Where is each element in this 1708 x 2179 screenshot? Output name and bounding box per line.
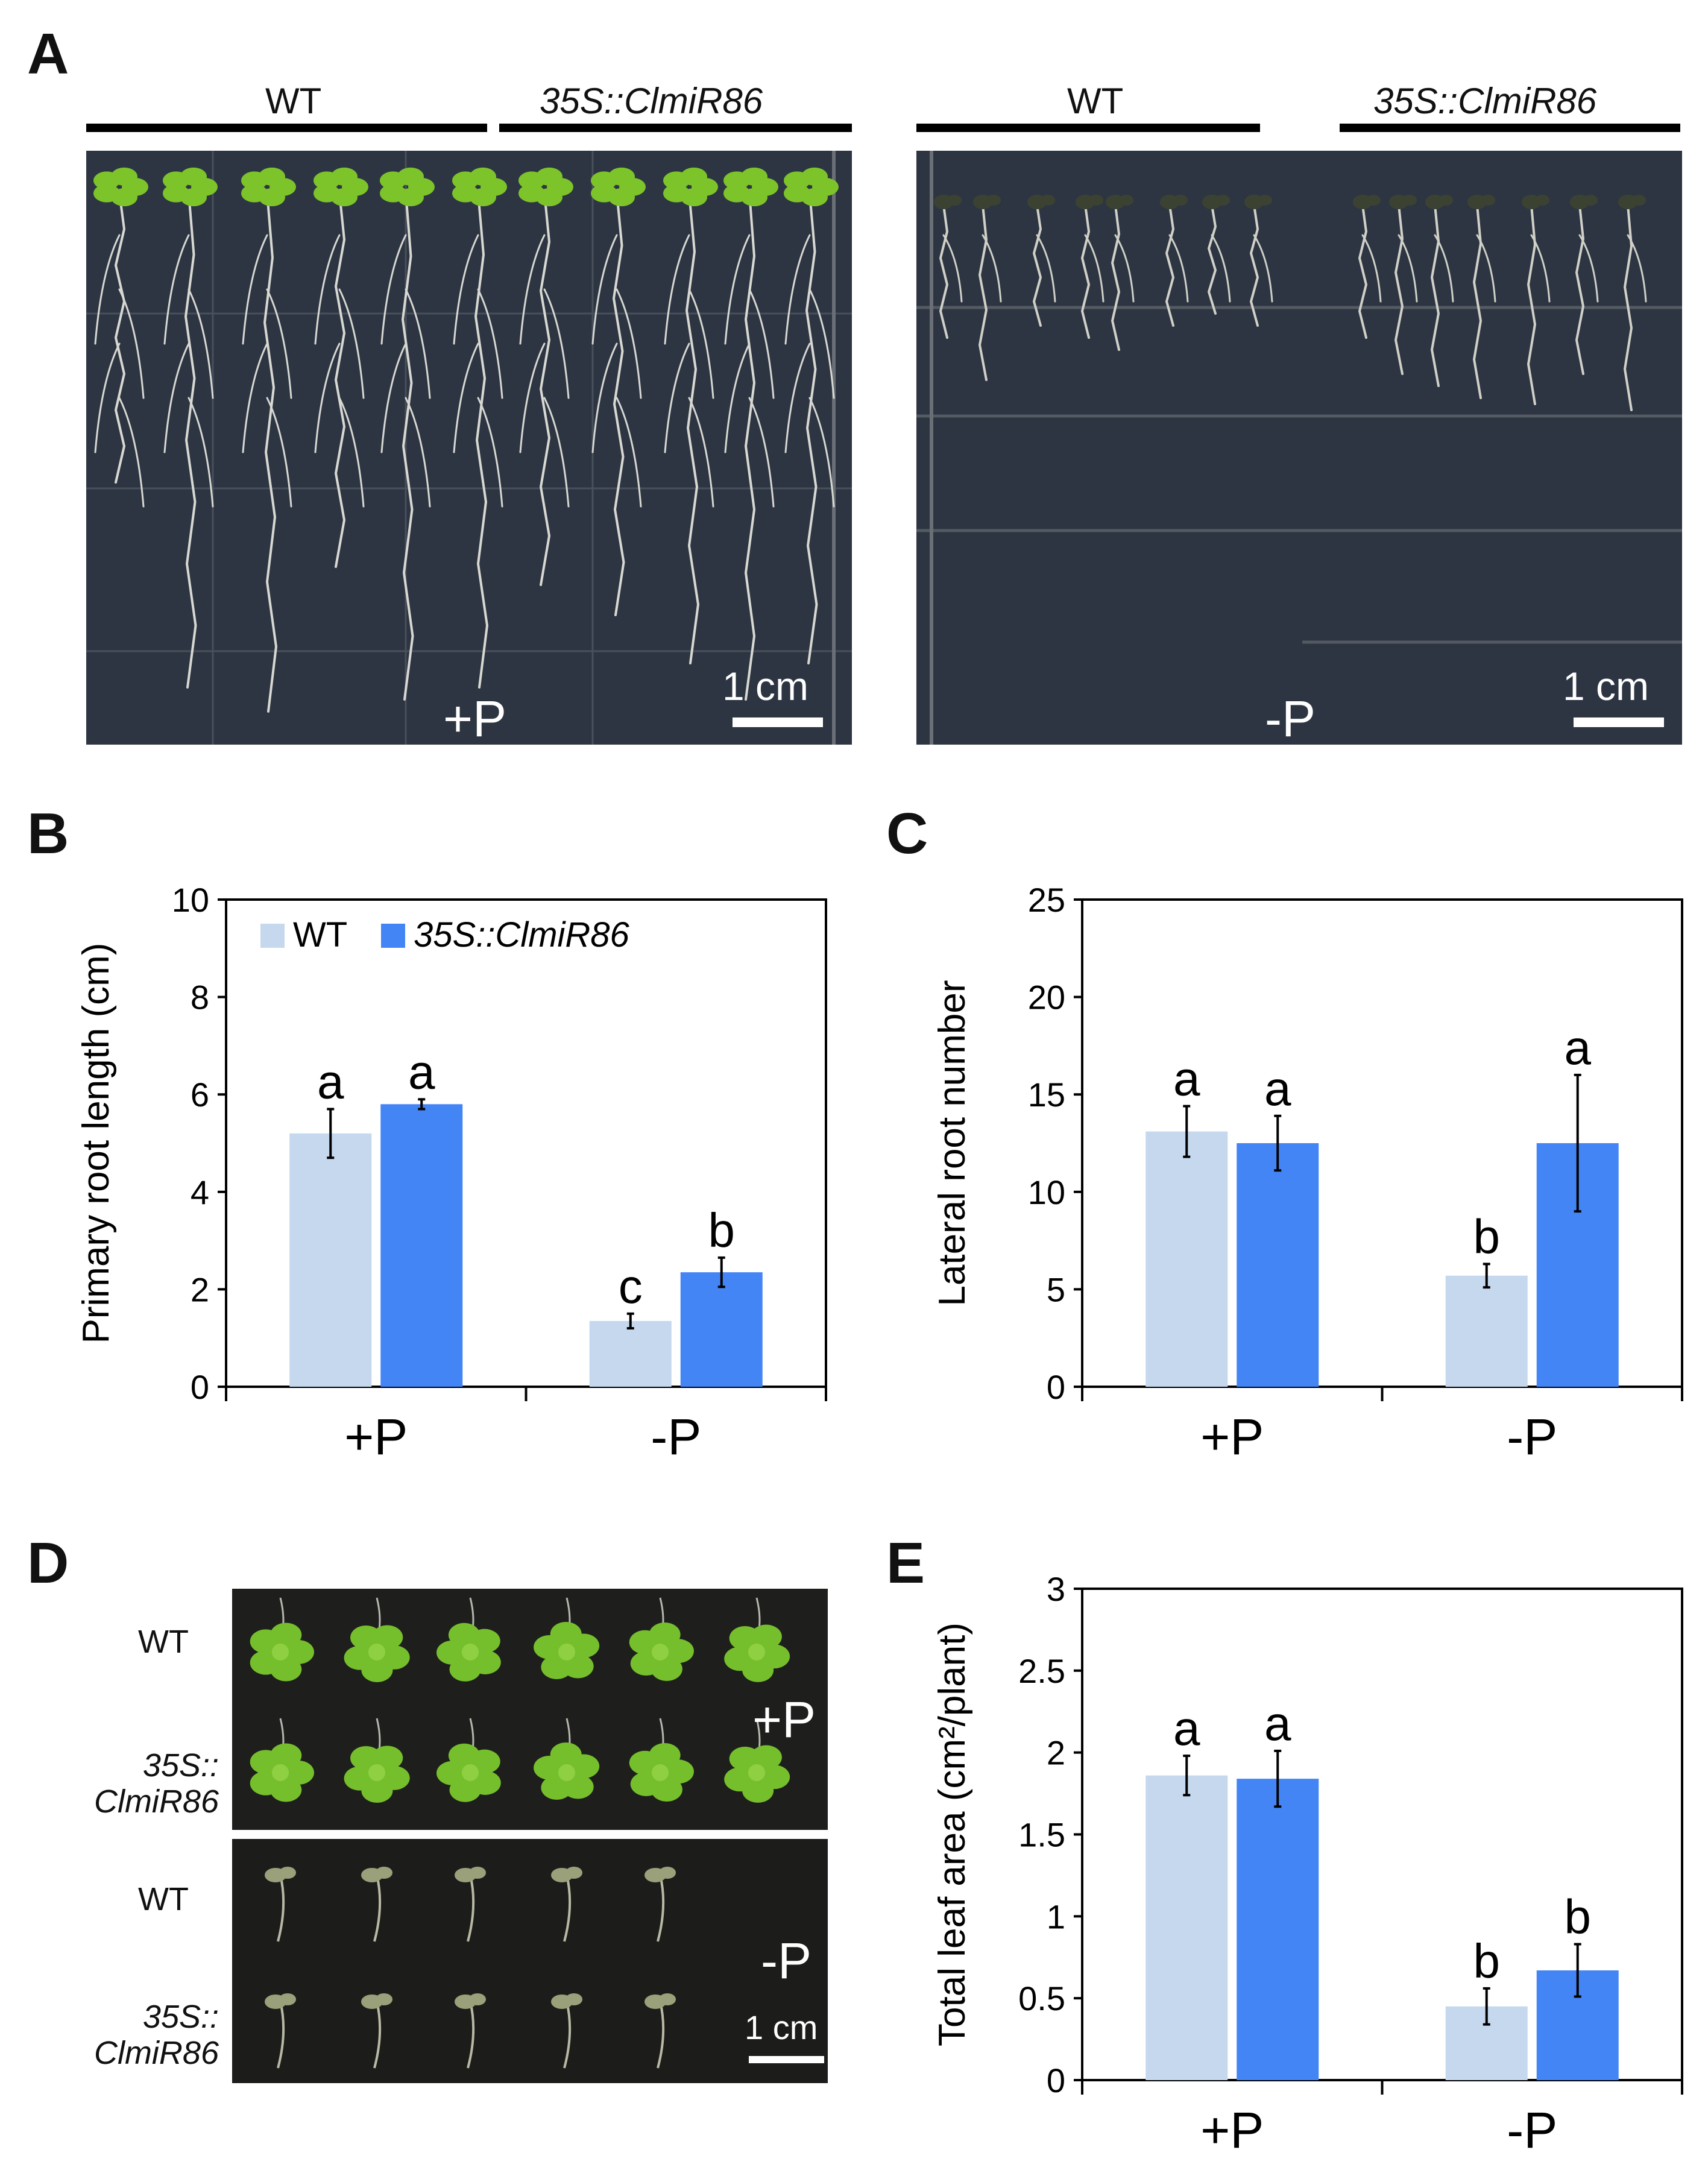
genotype-label-wt: WT (1067, 81, 1124, 121)
seedling-photo-plus-p (232, 1589, 828, 1830)
y-axis-label: Lateral root number (931, 980, 973, 1306)
row-label-wt-plus-p: WT (138, 1624, 189, 1660)
condition-label-minus-p: -P (1265, 690, 1316, 747)
bar (289, 1133, 372, 1387)
significance-letter: a (1264, 1697, 1291, 1750)
panel-letter-d: D (27, 1531, 69, 1595)
y-tick-label: 0.5 (1018, 1979, 1065, 2017)
y-tick-label: 0 (1047, 2061, 1065, 2099)
plate-image-plus-p (86, 151, 852, 745)
y-tick-label: 20 (1028, 979, 1065, 1017)
chart-lateral-root-number: 0 5 10 15 20 25 +P -P Lateral root number a a b a (931, 881, 1683, 1465)
significance-letter: b (1473, 1934, 1501, 1988)
significance-letter: b (708, 1203, 736, 1257)
y-tick-label: 6 (191, 1076, 209, 1114)
significance-letter: b (1565, 1890, 1592, 1944)
scale-bar-label: 1 cm (745, 2008, 818, 2046)
y-tick-label: 2 (1047, 1734, 1065, 1772)
significance-letter: a (1565, 1021, 1592, 1074)
y-tick-label: 4 (191, 1173, 209, 1211)
y-tick-label: 25 (1028, 881, 1065, 919)
genotype-bar-wt (86, 124, 487, 132)
genotype-bar-transgenic (499, 124, 852, 132)
condition-label-plus-p: +P (443, 690, 507, 747)
y-tick-label: 0 (191, 1368, 209, 1406)
plate-photo-minus-p (916, 151, 1682, 745)
bar (380, 1104, 463, 1387)
panel-letter-b: B (27, 801, 69, 866)
y-tick-label: 1 (1047, 1897, 1065, 1935)
x-tick-label: +P (344, 1408, 408, 1465)
y-tick-label: 10 (1028, 1173, 1065, 1211)
chart-primary-root-length: 0 2 4 6 8 10 +P -P Primary root length (cm) a a c b W… (75, 881, 827, 1465)
x-tick-label: +P (1200, 1408, 1264, 1465)
significance-letter: a (1264, 1062, 1291, 1115)
x-tick-label: -P (1507, 1408, 1557, 1465)
panel-letter-e: E (886, 1531, 925, 1595)
plate-photo-plus-p (86, 151, 852, 745)
y-tick-label: 8 (191, 979, 209, 1017)
significance-letter: c (619, 1260, 643, 1313)
legend-label: 35S::ClmiR86 (414, 915, 630, 954)
y-tick-label: 1.5 (1018, 1816, 1065, 1854)
seedling-image-minus-p (265, 1867, 676, 2069)
y-axis-label: Total leaf area (cm²/plant) (931, 1622, 973, 2046)
bar (680, 1272, 763, 1387)
y-tick-label: 3 (1047, 1570, 1065, 1608)
panel-letter-c: C (886, 801, 928, 866)
legend-swatch (381, 924, 405, 948)
scale-bar-label: 1 cm (722, 664, 809, 708)
genotype-bar-transgenic (1340, 124, 1680, 132)
seedling-photo-minus-p (232, 1839, 828, 2083)
chart-total-leaf-area: 0 0.5 1 1.5 2 2.5 3 +P -P Total leaf area (cm²/pl… (931, 1570, 1683, 2159)
scale-bar (749, 2056, 824, 2063)
y-tick-label: 10 (172, 881, 209, 919)
bar (1445, 1275, 1528, 1387)
genotype-bar-wt (916, 124, 1260, 132)
legend-swatch (260, 924, 285, 948)
x-tick-label: -P (651, 1408, 701, 1465)
genotype-label-wt: WT (265, 81, 322, 121)
significance-letter: b (1473, 1209, 1501, 1263)
significance-letter: a (1173, 1701, 1200, 1755)
y-tick-label: 5 (1047, 1270, 1065, 1308)
scale-bar (1574, 717, 1664, 727)
genotype-label-transgenic: 35S::ClmiR86 (1373, 81, 1597, 121)
bar (1145, 1131, 1228, 1387)
y-tick-label: 2.5 (1018, 1652, 1065, 1690)
bar (589, 1320, 672, 1387)
bar (1237, 1143, 1319, 1387)
panel-letter-a: A (27, 22, 69, 86)
x-tick-label: -P (1507, 2102, 1557, 2159)
row-label-transgenic-plus-p: 35S:: ClmiR86 (93, 1747, 219, 1820)
scale-bar-label: 1 cm (1563, 664, 1650, 708)
y-axis-label: Primary root length (cm) (75, 943, 117, 1344)
x-tick-label: +P (1200, 2102, 1264, 2159)
significance-letter: a (408, 1045, 435, 1099)
y-tick-label: 15 (1028, 1076, 1065, 1114)
bar (1237, 1779, 1319, 2080)
significance-letter: a (317, 1055, 344, 1108)
plate-image-minus-p (916, 151, 1682, 745)
scale-bar (733, 717, 823, 727)
y-tick-label: 0 (1047, 1368, 1065, 1406)
y-tick-label: 2 (191, 1270, 209, 1308)
seedling-image-plus-p (250, 1597, 790, 1803)
bar (1145, 1775, 1228, 2080)
condition-label-minus-p: -P (761, 1932, 811, 1989)
row-label-wt-minus-p: WT (138, 1881, 189, 1917)
significance-letter: a (1173, 1052, 1200, 1106)
condition-label-plus-p: +P (752, 1691, 816, 1748)
legend-label: WT (293, 915, 347, 954)
row-label-transgenic-minus-p: 35S:: ClmiR86 (93, 1999, 219, 2072)
genotype-label-transgenic: 35S::ClmiR86 (540, 81, 763, 121)
